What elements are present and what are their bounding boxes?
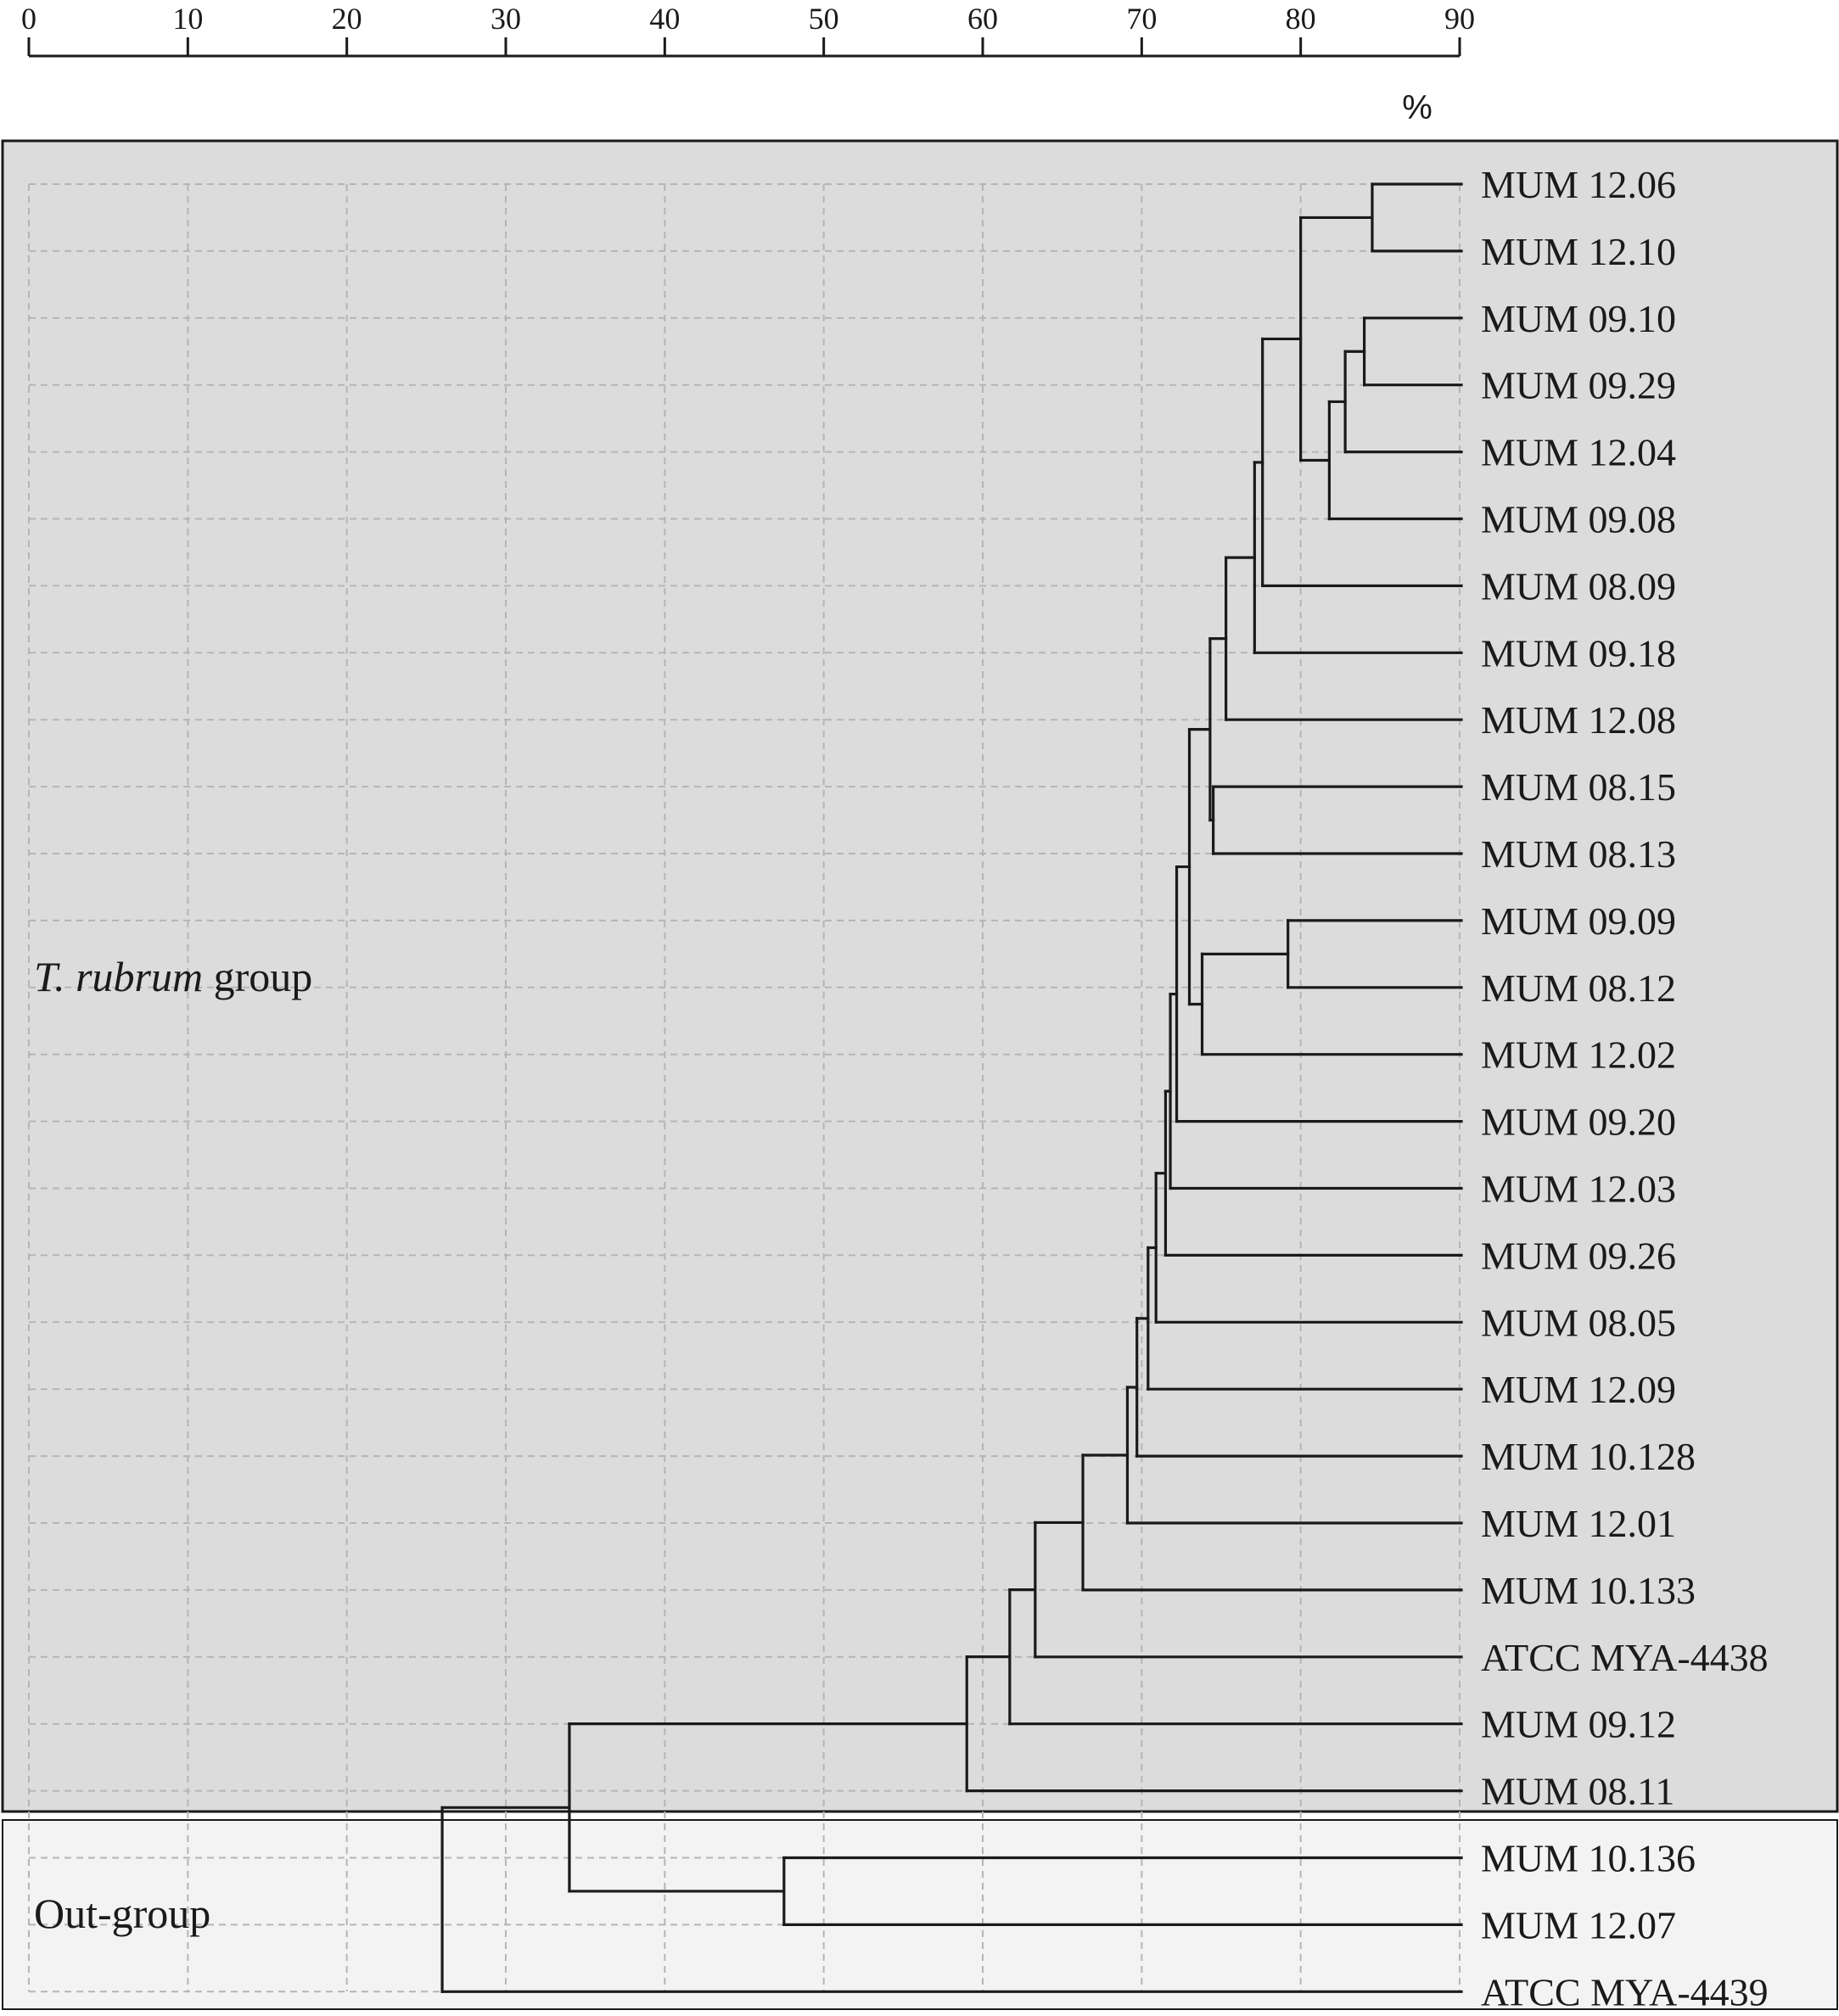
scale-tick-label-60: 60: [967, 2, 998, 36]
leaf-label-21: MUM 10.133: [1481, 1569, 1696, 1612]
leaf-label-27: ATCC MYA-4439: [1481, 1970, 1769, 2012]
t-rubrum-group-box: [1, 139, 1839, 1813]
scale-tick-label-80: 80: [1286, 2, 1316, 36]
scale-tick-label-50: 50: [809, 2, 839, 36]
t-rubrum-group-label-rest: group: [203, 953, 312, 1000]
leaf-label-8: MUM 12.08: [1481, 698, 1676, 742]
leaf-label-1: MUM 12.10: [1481, 230, 1676, 273]
leaf-label-5: MUM 09.08: [1481, 498, 1676, 541]
leaf-label-12: MUM 08.12: [1481, 966, 1676, 1010]
scale-tick-label-0: 0: [21, 2, 36, 36]
leaf-label-17: MUM 08.05: [1481, 1301, 1676, 1344]
dendrogram-branches: [440, 182, 1463, 1993]
leaf-label-6: MUM 08.09: [1481, 564, 1676, 608]
leaf-label-15: MUM 12.03: [1481, 1168, 1676, 1211]
scale-tick-label-90: 90: [1444, 2, 1475, 36]
leaf-labels: MUM 12.06 MUM 12.10 MUM 09.10 MUM 09.29 MUM …: [1481, 163, 1769, 2013]
out-group-label: Out-group: [34, 1890, 210, 1937]
scale-tick-label-30: 30: [491, 2, 521, 36]
leaf-label-4: MUM 12.04: [1481, 431, 1676, 474]
leaf-label-20: MUM 12.01: [1481, 1502, 1676, 1545]
leaf-label-9: MUM 08.15: [1481, 765, 1676, 809]
leaf-label-13: MUM 12.02: [1481, 1033, 1676, 1077]
scale-tick-label-20: 20: [332, 2, 362, 36]
scale-tick-label-10: 10: [172, 2, 203, 36]
leaf-label-23: MUM 09.12: [1481, 1703, 1676, 1746]
scale-tick-label-40: 40: [649, 2, 680, 36]
leaf-label-24: MUM 08.11: [1481, 1770, 1674, 1813]
leaf-label-22: ATCC MYA-4438: [1481, 1636, 1769, 1679]
t-rubrum-group-label-italic: T. rubrum: [34, 953, 203, 1000]
leaf-label-19: MUM 10.128: [1481, 1435, 1696, 1478]
leaf-label-26: MUM 12.07: [1481, 1903, 1676, 1946]
leaf-label-3: MUM 09.29: [1481, 364, 1676, 407]
scale-unit-label: %: [1402, 89, 1433, 126]
leaf-label-25: MUM 10.136: [1481, 1837, 1696, 1880]
leaf-label-2: MUM 09.10: [1481, 297, 1676, 340]
leaf-label-18: MUM 12.09: [1481, 1368, 1676, 1411]
leaf-label-7: MUM 09.18: [1481, 631, 1676, 675]
leaf-label-14: MUM 09.20: [1481, 1100, 1676, 1144]
out-group-box: [2, 1819, 1838, 2010]
leaf-label-10: MUM 08.13: [1481, 832, 1676, 876]
similarity-scale-bar: 0 10 20 30 40 50 60 70 80 90: [21, 2, 1475, 58]
t-rubrum-group-label: T. rubrum group: [34, 953, 312, 1000]
leaf-label-16: MUM 09.26: [1481, 1234, 1676, 1277]
leaf-label-0: MUM 12.06: [1481, 163, 1676, 206]
scale-tick-label-70: 70: [1126, 2, 1157, 36]
leaf-label-11: MUM 09.09: [1481, 899, 1676, 943]
